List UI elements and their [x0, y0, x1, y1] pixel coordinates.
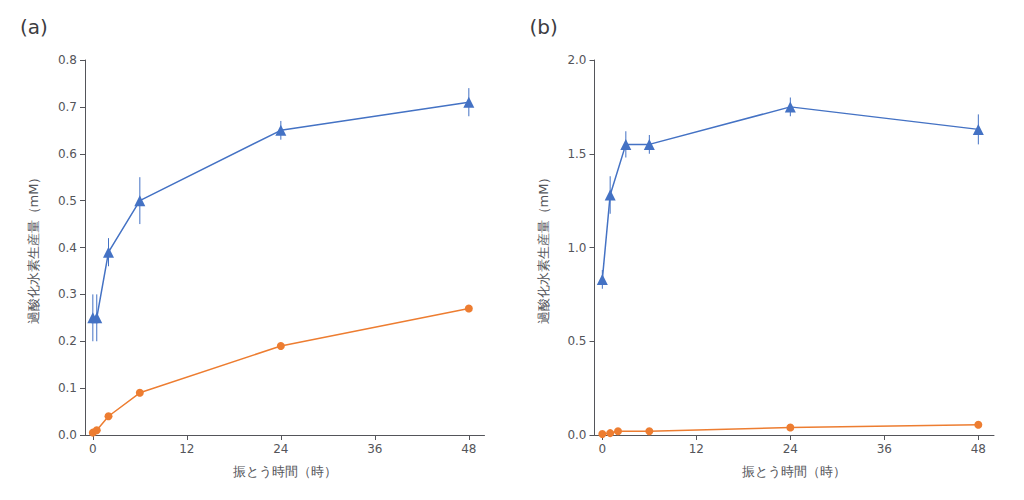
svg-text:0.5: 0.5	[567, 334, 586, 348]
svg-text:0.8: 0.8	[58, 53, 77, 67]
svg-text:48: 48	[971, 442, 986, 456]
svg-text:過酸化水素生産量（mM）: 過酸化水素生産量（mM）	[26, 171, 41, 325]
svg-text:12: 12	[179, 442, 194, 456]
svg-text:(b): (b)	[530, 15, 558, 39]
svg-text:36: 36	[367, 442, 382, 456]
svg-text:振とう時間（時）: 振とう時間（時）	[233, 464, 337, 479]
svg-text:0.0: 0.0	[58, 428, 77, 442]
svg-text:0.7: 0.7	[58, 100, 77, 114]
svg-text:12: 12	[689, 442, 704, 456]
svg-text:2.0: 2.0	[567, 53, 586, 67]
svg-text:0.3: 0.3	[58, 287, 77, 301]
svg-text:0: 0	[89, 442, 97, 456]
svg-text:0.5: 0.5	[58, 194, 77, 208]
svg-text:24: 24	[783, 442, 798, 456]
svg-text:1.5: 1.5	[567, 147, 586, 161]
svg-text:0: 0	[599, 442, 607, 456]
svg-text:過酸化水素生産量（mM）: 過酸化水素生産量（mM）	[536, 171, 551, 325]
svg-text:0.4: 0.4	[58, 241, 77, 255]
svg-text:1.0: 1.0	[567, 241, 586, 255]
svg-text:36: 36	[877, 442, 892, 456]
svg-text:0.6: 0.6	[58, 147, 77, 161]
svg-text:24: 24	[273, 442, 288, 456]
svg-text:(a): (a)	[20, 15, 48, 39]
svg-text:0.0: 0.0	[567, 428, 586, 442]
svg-text:48: 48	[461, 442, 476, 456]
svg-text:0.2: 0.2	[58, 334, 77, 348]
svg-text:0.1: 0.1	[58, 381, 77, 395]
svg-text:振とう時間（時）: 振とう時間（時）	[742, 464, 846, 479]
